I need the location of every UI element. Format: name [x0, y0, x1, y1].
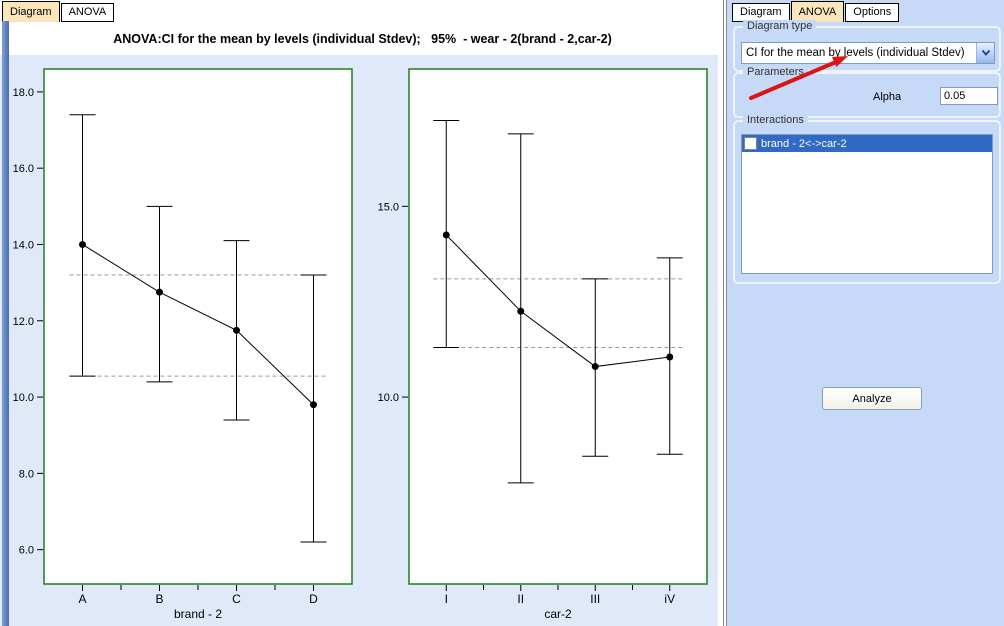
chart-title: ANOVA:CI for the mean by levels (individ…	[113, 31, 612, 46]
alpha-input[interactable]	[940, 87, 998, 105]
svg-text:brand - 2: brand - 2	[174, 607, 222, 621]
svg-text:6.0: 6.0	[19, 545, 34, 557]
left-tab-anova[interactable]: ANOVA	[60, 3, 115, 22]
alpha-label: Alpha	[873, 91, 902, 103]
interaction-list-item[interactable]: brand - 2<->car-2	[742, 135, 992, 152]
svg-text:A: A	[78, 592, 86, 606]
right-tab-strip: Diagram ANOVA Options	[732, 1, 900, 22]
analyze-button[interactable]: Analyze	[822, 387, 922, 410]
diagram-type-legend: Diagram type	[743, 20, 817, 32]
left-tab-diagram[interactable]: Diagram	[2, 1, 60, 22]
svg-text:D: D	[309, 592, 318, 606]
parameters-legend: Parameters	[743, 66, 808, 78]
svg-text:15.0: 15.0	[378, 201, 399, 213]
right-tab-options[interactable]: Options	[845, 3, 900, 22]
parameters-groupbox: Parameters Alpha	[733, 66, 1001, 118]
left-tab-strip: Diagram ANOVA	[2, 1, 115, 22]
svg-text:10.0: 10.0	[13, 392, 34, 404]
svg-text:III: III	[590, 592, 600, 606]
right-tab-anova[interactable]: ANOVA	[790, 1, 845, 22]
svg-text:8.0: 8.0	[19, 468, 34, 480]
svg-text:16.0: 16.0	[13, 163, 34, 175]
interactions-legend: Interactions	[743, 114, 808, 126]
svg-text:B: B	[155, 592, 163, 606]
diagram-type-selected-value: CI for the mean by levels (individual St…	[746, 47, 965, 59]
svg-text:18.0: 18.0	[13, 87, 34, 99]
interaction-checkbox[interactable]	[744, 137, 757, 150]
diagram-type-combobox[interactable]: CI for the mean by levels (individual St…	[741, 42, 995, 64]
interactions-groupbox: Interactions brand - 2<->car-2	[733, 114, 1001, 284]
svg-text:II: II	[517, 592, 524, 606]
right-tab-diagram[interactable]: Diagram	[732, 3, 790, 22]
interaction-label: brand - 2<->car-2	[761, 137, 847, 150]
chart-title-band: ANOVA:CI for the mean by levels (individ…	[9, 22, 716, 55]
svg-text:I: I	[445, 592, 448, 606]
left-edge-strip	[2, 21, 9, 626]
svg-text:12.0: 12.0	[13, 316, 34, 328]
pane-splitter	[718, 0, 727, 626]
svg-text:car-2: car-2	[544, 607, 572, 621]
diagram-type-groupbox: Diagram type CI for the mean by levels (…	[733, 20, 1001, 72]
chevron-down-icon	[981, 49, 990, 56]
interactions-list[interactable]: brand - 2<->car-2	[741, 134, 993, 274]
svg-text:14.0: 14.0	[13, 239, 34, 251]
settings-panel: Diagram ANOVA Options Diagram type CI fo…	[727, 0, 1004, 626]
svg-text:10.0: 10.0	[378, 392, 399, 404]
svg-text:iV: iV	[664, 592, 675, 606]
combobox-dropdown-button[interactable]	[976, 43, 994, 63]
svg-text:C: C	[232, 592, 241, 606]
